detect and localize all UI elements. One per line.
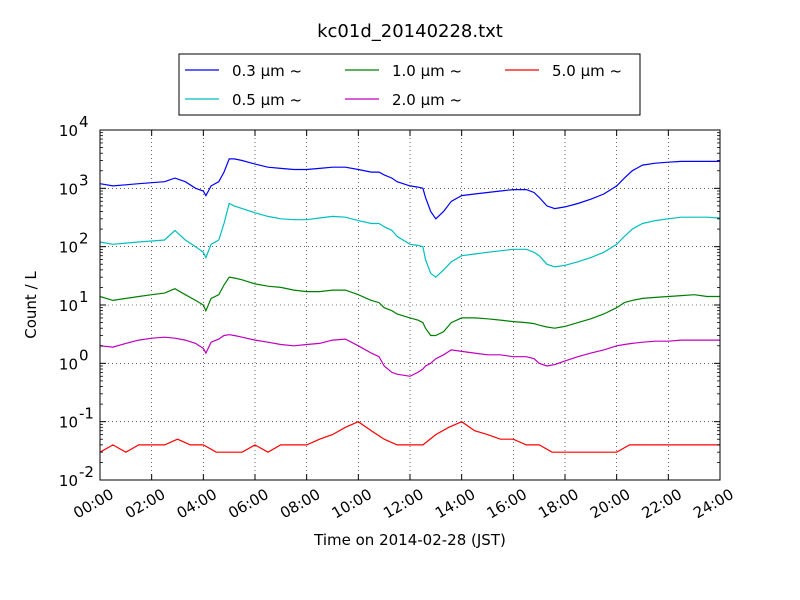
x-tick-label: 04:00: [174, 485, 220, 522]
x-tick-label: 18:00: [535, 485, 581, 522]
y-tick-exponent: 2: [79, 230, 89, 248]
x-tick-label: 14:00: [432, 485, 478, 522]
y-tick-exponent: -1: [79, 405, 94, 423]
gridlines: [99, 129, 721, 481]
y-axis-label: Count / L: [22, 271, 40, 339]
x-tick-label: 12:00: [380, 485, 426, 522]
legend-entry: 0.3 μm ~: [232, 62, 302, 80]
y-tick-label: 10: [59, 414, 78, 432]
legend: 0.3 μm ~ 1.0 μm ~ 5.0 μm ~ 0.5 μm ~ 2.0 μm ~: [178, 53, 641, 116]
series-line: [99, 158, 720, 220]
y-tick-label: 10: [59, 355, 78, 373]
x-tick-label: 10:00: [329, 485, 375, 522]
x-tick-label: 22:00: [639, 485, 685, 522]
chart-title: kc01d_20140228.txt: [317, 21, 503, 42]
legend-entry: 5.0 μm ~: [552, 62, 622, 80]
series-line: [99, 202, 721, 278]
x-tick-label: 24:00: [690, 485, 736, 522]
y-tick-label: 10: [59, 239, 78, 257]
series-layer: [99, 158, 721, 453]
axis-ticks: 00:00 02:00 04:00 06:00 08:00 10:00 12:00 14:00…: [59, 113, 737, 522]
legend-entry: 1.0 μm ~: [392, 62, 462, 80]
x-tick-label: 16:00: [484, 485, 530, 522]
series-line: [99, 334, 720, 377]
x-tick-label: 02:00: [122, 485, 168, 522]
x-tick-label: 06:00: [225, 485, 271, 522]
legend-entry: 0.5 μm ~: [232, 91, 302, 109]
y-tick-exponent: 3: [79, 171, 89, 189]
y-tick-label: 10: [59, 297, 78, 315]
series-line: [99, 276, 720, 337]
y-tick-exponent: 4: [79, 113, 89, 131]
x-tick-label: 20:00: [587, 485, 633, 522]
y-tick-exponent: 1: [79, 288, 89, 306]
series-line: [99, 421, 720, 453]
legend-box: [178, 53, 641, 116]
legend-entry: 2.0 μm ~: [392, 91, 462, 109]
x-tick-label: 00:00: [70, 485, 116, 522]
y-tick-label: 10: [59, 472, 78, 490]
x-tick-label: 08:00: [277, 485, 323, 522]
y-tick-exponent: 0: [79, 346, 89, 364]
y-tick-label: 10: [59, 122, 78, 140]
y-tick-exponent: -2: [79, 463, 94, 481]
x-axis-label: Time on 2014-02-28 (JST): [313, 531, 506, 549]
y-tick-label: 10: [59, 180, 78, 198]
